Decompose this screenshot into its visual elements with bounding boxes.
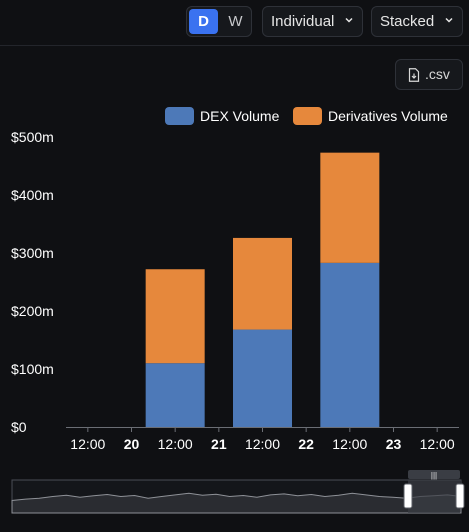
- slider-grip-icon: |||: [431, 471, 437, 480]
- bar-dex-21: [233, 329, 292, 427]
- chevron-down-icon: [445, 17, 453, 23]
- file-download-icon: [408, 68, 420, 82]
- download-csv-button[interactable]: .csv: [395, 59, 463, 90]
- chevron-down-icon: [345, 17, 353, 23]
- slider-move-bar[interactable]: [408, 470, 460, 479]
- interval-week-button[interactable]: W: [228, 13, 243, 30]
- x-tick-label: 22: [298, 436, 314, 452]
- interval-day-button[interactable]: D: [189, 9, 218, 34]
- y-tick-label: $100m: [11, 361, 54, 377]
- x-tick-label: 23: [386, 436, 402, 452]
- x-tick-label: 21: [211, 436, 227, 452]
- x-tick-label: 12:00: [332, 436, 367, 452]
- stacking-select[interactable]: Stacked: [371, 6, 463, 37]
- y-tick-label: $300m: [11, 245, 54, 261]
- legend-swatch-derivatives: [293, 107, 322, 125]
- stacked-bar-chart: $0 $100m $200m $300m $400m $500m 12:00 20 12:00 2…: [11, 130, 459, 452]
- top-divider: [0, 45, 469, 46]
- legend-label-derivatives: Derivatives Volume: [328, 108, 448, 124]
- time-range-slider[interactable]: |||: [0, 470, 469, 532]
- y-tick-label: $500m: [11, 130, 54, 145]
- y-tick-label: $200m: [11, 303, 54, 319]
- legend-swatch-dex: [165, 107, 194, 125]
- interval-toggle: D W: [186, 6, 252, 37]
- x-tick-label: 12:00: [158, 436, 193, 452]
- y-tick-label: $400m: [11, 187, 54, 203]
- slider-left-handle[interactable]: [403, 483, 413, 509]
- x-tick-label: 20: [124, 436, 140, 452]
- x-tick-label: 12:00: [420, 436, 455, 452]
- mode-select-value: Individual: [271, 13, 335, 30]
- x-tick-label: 12:00: [70, 436, 105, 452]
- slider-selection[interactable]: [408, 480, 460, 513]
- bar-dex-22: [320, 262, 380, 427]
- y-tick-label: $0: [11, 419, 27, 435]
- bar-dex-20: [145, 363, 205, 427]
- legend-label-dex: DEX Volume: [200, 108, 280, 124]
- bar-derivatives-21: [233, 237, 292, 330]
- download-csv-label: .csv: [425, 66, 450, 82]
- bar-derivatives-20: [145, 269, 205, 364]
- bar-derivatives-22: [320, 152, 380, 263]
- mode-select[interactable]: Individual: [262, 6, 363, 37]
- x-tick-label: 12:00: [245, 436, 280, 452]
- slider-right-handle[interactable]: [455, 483, 465, 509]
- stacking-select-value: Stacked: [380, 13, 435, 30]
